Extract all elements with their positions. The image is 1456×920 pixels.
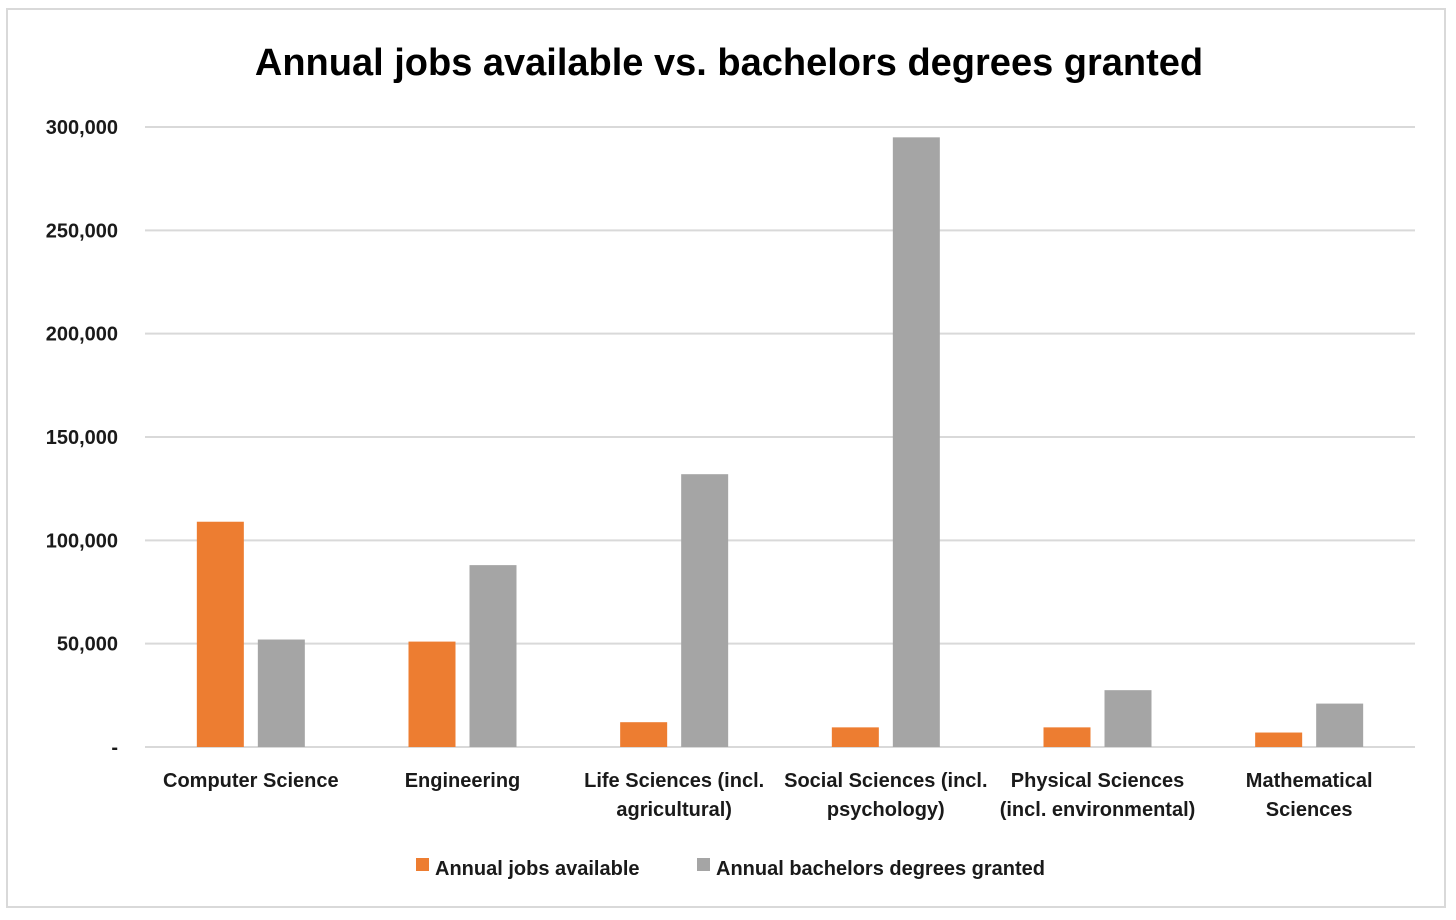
x-tick-label: Computer Science <box>163 770 339 792</box>
x-tick-label: Sciences <box>1266 799 1353 821</box>
y-tick-label: 100,000 <box>46 530 118 552</box>
x-tick-label: Life Sciences (incl. <box>584 770 764 792</box>
x-tick-label: Engineering <box>405 770 521 792</box>
y-tick-label: 300,000 <box>46 117 118 139</box>
legend-swatch <box>416 858 429 871</box>
bar-degrees <box>469 565 517 747</box>
y-tick-label: 250,000 <box>46 220 118 242</box>
bar-jobs <box>620 722 668 747</box>
bar-degrees <box>892 137 940 748</box>
bar-degrees <box>1104 690 1152 747</box>
y-tick-label: 200,000 <box>46 324 118 346</box>
chart-title: Annual jobs available vs. bachelors degr… <box>255 42 1203 84</box>
chart-frame <box>6 8 1446 908</box>
x-tick-label: Physical Sciences <box>1011 770 1184 792</box>
legend-swatch <box>697 858 710 871</box>
bar-degrees <box>681 474 729 747</box>
bar-jobs <box>196 521 244 747</box>
x-tick-label: Mathematical <box>1246 770 1373 792</box>
x-tick-label: (incl. environmental) <box>1000 799 1196 821</box>
bar-degrees <box>257 639 305 747</box>
y-tick-label: - <box>111 737 118 759</box>
x-tick-label: psychology) <box>827 799 945 821</box>
bar-jobs <box>1255 732 1303 747</box>
bar-jobs <box>1043 727 1091 747</box>
bar-degrees <box>1316 703 1364 747</box>
y-tick-label: 150,000 <box>46 427 118 449</box>
x-tick-label: Social Sciences (incl. <box>784 770 987 792</box>
legend-label: Annual jobs available <box>435 858 640 880</box>
y-tick-label: 50,000 <box>57 634 118 656</box>
bar-jobs <box>831 727 879 747</box>
bar-jobs <box>408 641 456 747</box>
x-tick-label: agricultural) <box>616 799 732 821</box>
legend-label: Annual bachelors degrees granted <box>716 858 1045 880</box>
